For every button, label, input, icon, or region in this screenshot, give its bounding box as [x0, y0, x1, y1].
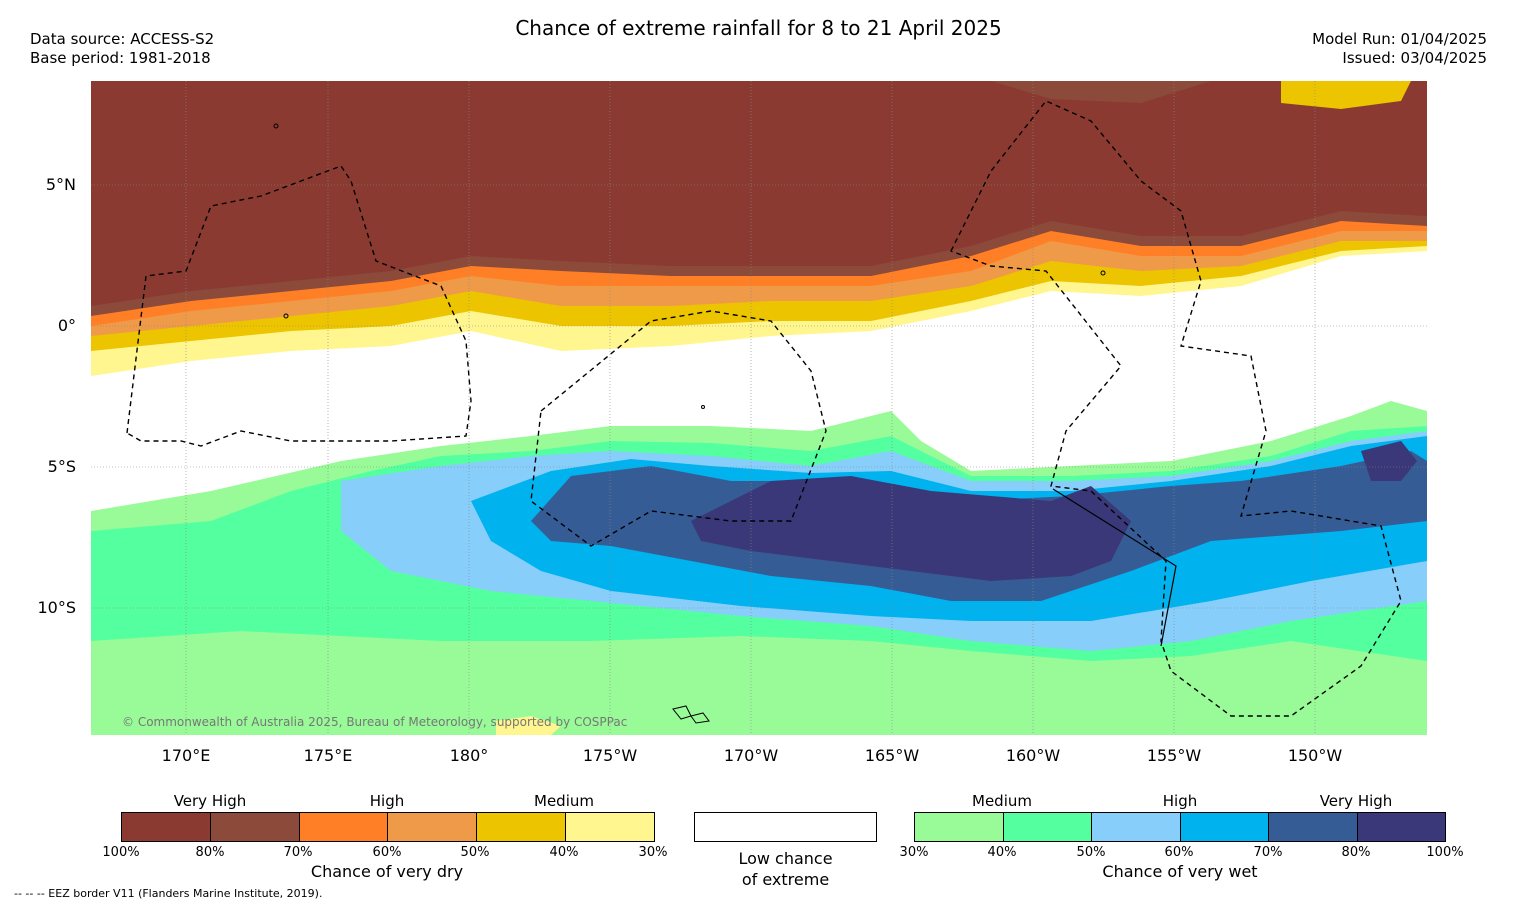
- dry-band-100: [91, 81, 1427, 306]
- islands: [273, 123, 1106, 724]
- issued-date: Issued: 03/04/2025: [1342, 49, 1487, 67]
- data-source: Data source: ACCESS-S2: [30, 30, 215, 48]
- lon-label: 170°E: [161, 746, 211, 765]
- lon-label: 150°W: [1287, 746, 1343, 765]
- map-canvas: [91, 81, 1427, 735]
- dry-tick: 100%: [102, 845, 140, 860]
- eez-note: -- -- -- EEZ border V11 (Flanders Marine…: [14, 887, 323, 900]
- data-source-info: Data source: ACCESS-S2 Base period: 1981…: [30, 30, 214, 68]
- dry-swatch-4: [477, 813, 567, 841]
- dry-tick: 30%: [638, 845, 668, 860]
- copyright-credit: © Commonwealth of Australia 2025, Bureau…: [122, 715, 628, 729]
- wet-tick: 60%: [1164, 845, 1194, 860]
- lon-label: 155°W: [1146, 746, 1202, 765]
- neutral-color-box: [694, 812, 877, 842]
- lon-label: 160°W: [1005, 746, 1061, 765]
- base-period: Base period: 1981-2018: [30, 49, 211, 67]
- rainfall-map: [91, 81, 1427, 735]
- wet-tick: 70%: [1253, 845, 1283, 860]
- neutral-caption-line1: Low chance: [738, 849, 833, 868]
- lon-label: 170°W: [723, 746, 779, 765]
- wet-swatch-5: [1357, 813, 1445, 841]
- wet-tick: 40%: [987, 845, 1017, 860]
- wet-swatch-2: [1092, 813, 1181, 841]
- dry-tick: 70%: [283, 845, 313, 860]
- eez-borders: [126, 100, 1402, 717]
- lat-label-5s: 5°S: [47, 457, 76, 476]
- dry-tick: 40%: [549, 845, 579, 860]
- wet-caption: Chance of very wet: [1102, 862, 1258, 881]
- dry-swatch-2: [299, 813, 389, 841]
- lon-label: 175°W: [582, 746, 638, 765]
- lon-label: 180°: [449, 746, 489, 765]
- graticule: [91, 81, 1427, 735]
- wet-band-30-south: [496, 716, 561, 735]
- wet-color-bar: [914, 812, 1446, 842]
- wet-band-80: [691, 476, 1131, 581]
- lat-label-0: 0°: [57, 316, 76, 335]
- neutral-caption: Low chance of extreme: [694, 848, 877, 890]
- map-title: Chance of extreme rainfall for 8 to 21 A…: [515, 16, 1002, 40]
- dry-tick: 50%: [460, 845, 490, 860]
- dry-heading-high: High: [369, 792, 405, 810]
- dry-heading-very-high: Very High: [173, 792, 247, 810]
- wet-band-80-east: [1361, 441, 1417, 481]
- wet-tick: 100%: [1426, 845, 1464, 860]
- wet-swatch-1: [1003, 813, 1092, 841]
- neutral-caption-line2: of extreme: [741, 870, 830, 889]
- lat-label-10s: 10°S: [37, 598, 76, 617]
- dry-swatch-5: [566, 813, 654, 841]
- model-run-info: Model Run: 01/04/2025 Issued: 03/04/2025: [1312, 30, 1487, 68]
- dry-top-patch: [1281, 81, 1411, 109]
- lat-label-5n: 5°N: [45, 175, 76, 194]
- wet-tick: 30%: [899, 845, 929, 860]
- dry-swatch-0: [122, 813, 211, 841]
- dry-color-bar: [121, 812, 655, 842]
- wet-heading-medium: Medium: [972, 792, 1032, 810]
- dry-swatch-3: [388, 813, 478, 841]
- boundary-line: [1052, 488, 1177, 647]
- wet-swatch-3: [1180, 813, 1269, 841]
- dry-swatch-1: [210, 813, 300, 841]
- dry-caption: Chance of very dry: [310, 862, 464, 881]
- wet-swatch-0: [915, 813, 1004, 841]
- dry-heading-medium: Medium: [534, 792, 594, 810]
- wet-tick: 50%: [1076, 845, 1106, 860]
- dry-tick: 80%: [195, 845, 225, 860]
- wet-heading-very-high: Very High: [1319, 792, 1393, 810]
- wet-tick: 80%: [1341, 845, 1371, 860]
- model-run: Model Run: 01/04/2025: [1312, 30, 1487, 48]
- wet-heading-high: High: [1162, 792, 1198, 810]
- wet-swatch-4: [1269, 813, 1358, 841]
- lon-label: 165°W: [864, 746, 920, 765]
- lon-label: 175°E: [303, 746, 353, 765]
- dry-tick: 60%: [372, 845, 402, 860]
